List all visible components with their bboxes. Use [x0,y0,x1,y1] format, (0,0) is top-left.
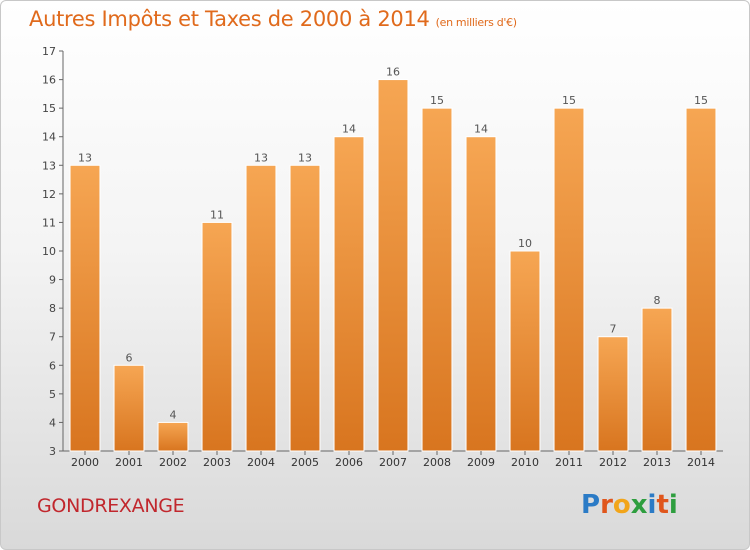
y-tick-label: 12 [42,188,56,201]
x-tick-label: 2008 [423,456,451,469]
y-tick-label: 10 [42,245,56,258]
y-tick-label: 7 [49,331,56,344]
bar [157,421,189,452]
y-tick-label: 16 [42,74,56,87]
x-tick-label: 2002 [159,456,187,469]
y-tick-label: 17 [42,45,56,58]
bar-value-label: 13 [298,151,312,164]
bar-value-label: 4 [170,408,177,421]
chart-subtitle: (en milliers d'€) [435,16,517,29]
x-tick-label: 2000 [71,456,99,469]
x-tick-label: 2012 [599,456,627,469]
x-tick-label: 2007 [379,456,407,469]
x-tick-label: 2006 [335,456,363,469]
x-tick-label: 2005 [291,456,319,469]
x-tick-label: 2010 [511,456,539,469]
bar [553,107,585,452]
logo-letter: x [630,490,648,520]
y-tick-label: 11 [42,216,56,229]
bar-value-label: 13 [78,151,92,164]
bar-value-label: 6 [126,351,133,364]
bar [245,164,277,452]
bar [641,307,673,452]
bar [377,79,409,452]
bar-value-label: 15 [694,94,708,107]
y-tick-label: 15 [42,102,56,115]
bar-value-label: 11 [210,208,224,221]
y-tick-label: 3 [49,445,56,458]
logo-letter: r [600,490,613,520]
x-tick-label: 2011 [555,456,583,469]
y-tick-label: 14 [42,131,56,144]
bar [289,164,321,452]
x-tick-label: 2003 [203,456,231,469]
bar [69,164,101,452]
proxiti-logo: Proxiti [581,490,678,520]
bar-value-label: 7 [610,323,617,336]
bar-value-label: 14 [342,123,356,136]
bar [685,107,717,452]
bar-value-label: 15 [562,94,576,107]
x-tick-label: 2014 [687,456,715,469]
bar-value-label: 8 [654,294,661,307]
logo-letter: i [668,490,678,520]
bar [421,107,453,452]
bar-value-label: 16 [386,66,400,79]
bar-value-label: 13 [254,151,268,164]
y-tick-label: 13 [42,159,56,172]
bar-value-label: 10 [518,237,532,250]
chart-title: Autres Impôts et Taxes de 2000 à 2014 (en… [29,7,517,31]
bar [333,136,365,452]
bar [509,250,541,452]
x-tick-label: 2001 [115,456,143,469]
x-tick-label: 2013 [643,456,671,469]
y-tick-label: 9 [49,274,56,287]
bar [113,364,145,452]
logo-letter: i [647,490,657,520]
x-tick-label: 2004 [247,456,275,469]
bar-value-label: 14 [474,123,488,136]
bar-value-label: 15 [430,94,444,107]
logo-letter: P [581,490,601,520]
bar [597,336,629,452]
bar [201,221,233,452]
logo-letter: t [656,490,669,520]
logo-letter: o [612,490,631,520]
y-tick-label: 6 [49,359,56,372]
y-tick-label: 5 [49,388,56,401]
x-tick-label: 2009 [467,456,495,469]
bar [465,136,497,452]
y-tick-label: 4 [49,416,56,429]
title-text: Autres Impôts et Taxes de 2000 à 2014 [29,7,430,31]
town-name: GONDREXANGE [37,495,185,517]
y-tick-label: 8 [49,302,56,315]
